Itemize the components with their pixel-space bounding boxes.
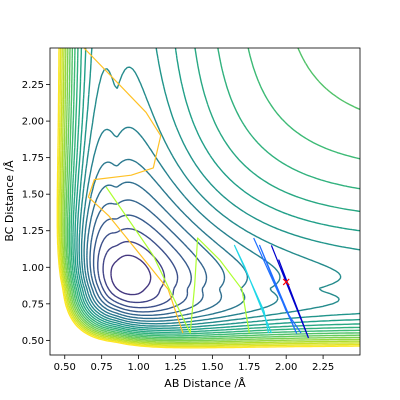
contour-line xyxy=(78,66,342,327)
trajectory-lines xyxy=(83,48,309,339)
axes-frame xyxy=(49,47,361,356)
y-tick-label: 0.50 xyxy=(22,336,44,347)
contour-line xyxy=(70,48,360,335)
contour-line xyxy=(68,48,360,337)
y-axis-ticks: 0.50 0.75 1.00 1.25 1.50 1.75 2.00 2.25 xyxy=(22,80,50,347)
y-axis-label: BC Distance /Å xyxy=(3,160,16,242)
transition-state-marker xyxy=(282,278,290,286)
x-tick-label: 2.25 xyxy=(312,362,334,373)
plot-area xyxy=(56,48,360,349)
y-tick-label: 2.00 xyxy=(22,117,44,128)
y-tick-label: 1.00 xyxy=(22,263,44,274)
contour-line xyxy=(60,48,360,345)
x-tick-label: 1.75 xyxy=(238,362,260,373)
trajectory-line xyxy=(233,244,272,334)
contour-line xyxy=(65,48,360,340)
trajectory-line xyxy=(253,237,302,334)
contour-line xyxy=(63,48,360,342)
x-axis-label: AB Distance /Å xyxy=(164,377,246,390)
contour-lines xyxy=(56,48,360,349)
contour-line xyxy=(110,254,152,296)
contour-line xyxy=(57,48,360,348)
x-tick-label: 0.75 xyxy=(91,362,113,373)
x-tick-label: 1.50 xyxy=(201,362,223,373)
contour-line xyxy=(66,48,360,339)
x-tick-label: 2.00 xyxy=(275,362,297,373)
contour-line xyxy=(59,48,360,346)
y-tick-label: 1.75 xyxy=(22,153,44,164)
contour-line xyxy=(76,48,360,329)
contour-line xyxy=(80,126,281,325)
x-axis-ticks: 0.50 0.75 1.00 1.25 1.50 1.75 2.00 2.25 xyxy=(54,355,334,373)
y-tick-label: 2.25 xyxy=(22,80,44,91)
trajectory-line xyxy=(83,48,184,334)
trajectory-line xyxy=(105,186,250,334)
x-tick-label: 1.25 xyxy=(164,362,186,373)
y-tick-label: 1.50 xyxy=(22,190,44,201)
y-tick-label: 0.75 xyxy=(22,299,44,310)
contour-line xyxy=(86,181,226,320)
x-tick-label: 0.50 xyxy=(54,362,76,373)
x-tick-label: 1.00 xyxy=(127,362,149,373)
trajectory-line xyxy=(270,245,309,339)
contour-line xyxy=(56,48,360,349)
contour-line xyxy=(62,48,360,343)
contour-line xyxy=(89,199,208,316)
contour-line xyxy=(92,214,192,313)
contour-line xyxy=(97,227,179,309)
y-tick-label: 1.25 xyxy=(22,226,44,237)
marker-layer xyxy=(282,278,290,286)
